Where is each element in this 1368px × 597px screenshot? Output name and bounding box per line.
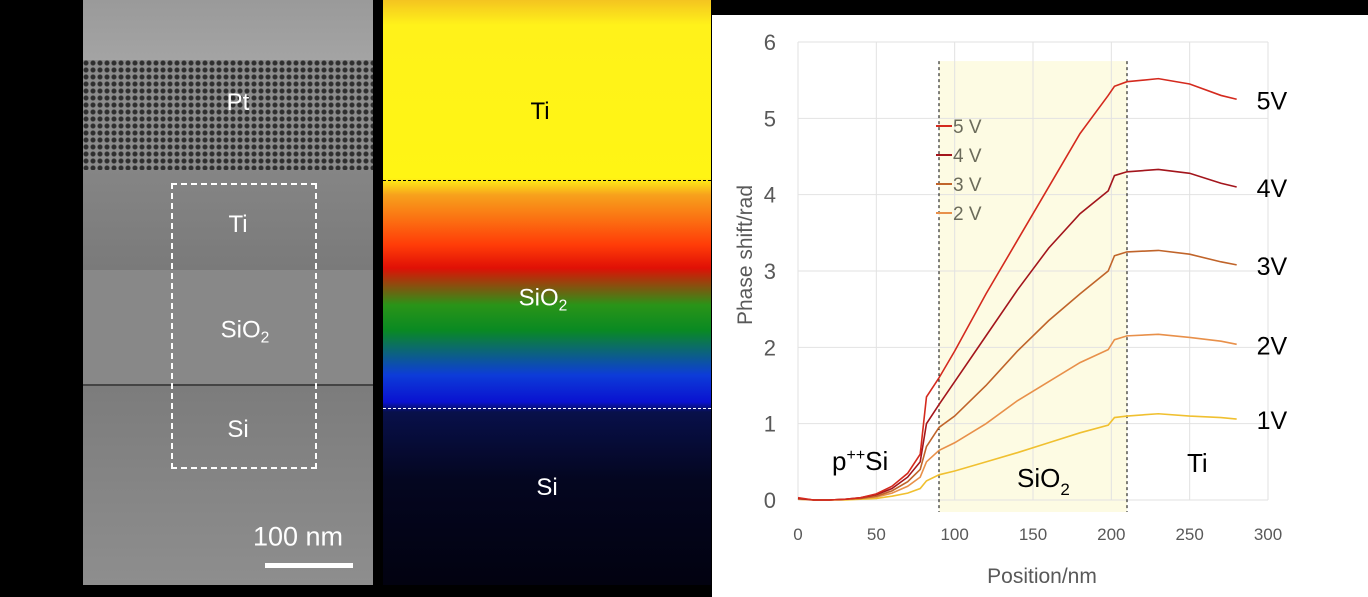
y-tick-label: 0 (764, 488, 776, 513)
sio2-label-sub: 2 (260, 329, 270, 347)
series-end-label: 5V (1257, 87, 1288, 115)
x-tick-label: 150 (1019, 525, 1047, 544)
y-axis-label: Phase shift/rad (734, 185, 757, 325)
x-tick-label: 250 (1175, 525, 1203, 544)
si-label: Si (227, 416, 249, 443)
vacuum-region (83, 0, 373, 62)
map-sio2-label: SiO2 (519, 285, 568, 316)
ti-label: Ti (228, 211, 248, 238)
region-label-sio2: SiO2 (1017, 463, 1070, 499)
map-sio2-sub: 2 (558, 297, 568, 315)
region-label-doping: ++ (846, 447, 865, 464)
sio2-label-main: SiO (220, 316, 261, 344)
series-end-label: 2V (1257, 332, 1288, 360)
series-end-label: 1V (1257, 407, 1288, 435)
x-tick-label: 200 (1097, 525, 1125, 544)
x-tick-label: 300 (1254, 525, 1282, 544)
legend-entry: 5 V (953, 117, 982, 138)
region-label-sio2-main: SiO (1017, 463, 1060, 493)
phase-shift-chart: 0 1 2 3 4 5 6 0 50 100 150 200 250 300 1V 2V 3V 4V 5V 5 V… (734, 30, 1288, 588)
ti-layer (83, 170, 373, 270)
legend-entry: 3 V (953, 175, 982, 196)
map-ti-label: Ti (530, 98, 550, 125)
sio2-layer (83, 270, 373, 385)
legend-entry: 4 V (953, 146, 982, 167)
pt-layer (83, 60, 373, 175)
y-tick-label: 2 (764, 335, 776, 360)
x-axis-label: Position/nm (987, 565, 1097, 588)
region-of-interest-box (171, 183, 317, 469)
tem-image-panel: Pt Ti SiO2 Si 100 nm (83, 0, 373, 585)
sio2-si-boundary (383, 408, 711, 409)
y-tick-label: 3 (764, 259, 776, 284)
scale-bar (265, 563, 353, 568)
region-label-sio2-sub: 2 (1060, 480, 1069, 499)
region-label-ti: Ti (1187, 448, 1208, 478)
region-label-p-si: p++Si (832, 446, 888, 476)
x-tick-label: 0 (793, 525, 802, 544)
ti-sio2-boundary (383, 180, 711, 181)
y-tick-label: 6 (764, 30, 776, 55)
y-tick-label: 4 (764, 183, 776, 208)
series-line (797, 77, 1237, 501)
si-layer (83, 386, 373, 585)
y-tick-label: 1 (764, 412, 776, 437)
map-si-label: Si (536, 474, 558, 501)
x-tick-label: 50 (867, 525, 886, 544)
x-tick-label: 100 (940, 525, 968, 544)
phase-map-panel: Ti SiO2 Si (383, 0, 711, 585)
pt-label: Pt (226, 89, 250, 116)
si-interface (83, 384, 373, 386)
series-end-label: 4V (1257, 175, 1288, 203)
series-end-label: 3V (1257, 253, 1288, 281)
y-tick-label: 5 (764, 106, 776, 131)
map-sio2-main: SiO (518, 284, 559, 312)
region-label-si: Si (865, 446, 888, 476)
region-label-p: p (832, 446, 846, 476)
legend-entry: 2 V (953, 204, 982, 225)
scale-bar-label: 100 nm (252, 521, 344, 552)
sio2-label: SiO2 (221, 317, 270, 348)
